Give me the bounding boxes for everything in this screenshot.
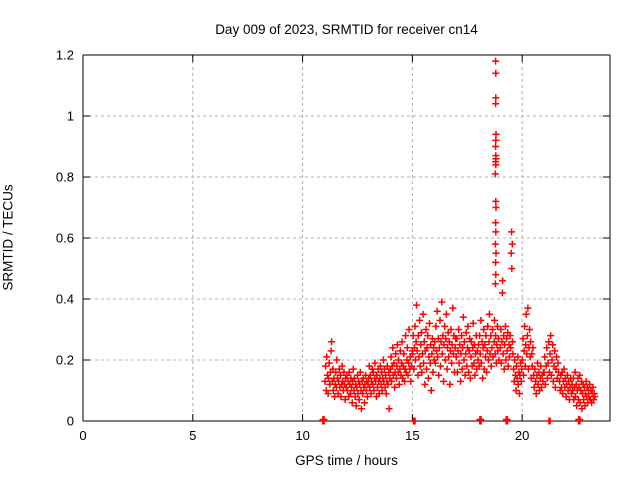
x-tick-label: 15 <box>405 428 419 443</box>
x-tick-label: 5 <box>189 428 196 443</box>
y-tick-label: 1.2 <box>56 48 74 63</box>
y-tick-label: 0.8 <box>56 170 74 185</box>
chart-title: Day 009 of 2023, SRMTID for receiver cn1… <box>215 22 478 37</box>
y-tick-label: 1 <box>67 109 74 124</box>
y-tick-label: 0.2 <box>56 353 74 368</box>
y-tick-label: 0 <box>67 414 74 429</box>
x-tick-label: 0 <box>79 428 86 443</box>
x-axis-label: GPS time / hours <box>295 453 398 468</box>
scatter-points <box>319 57 599 425</box>
y-tick-label: 0.4 <box>56 292 74 307</box>
x-tick-label: 20 <box>515 428 529 443</box>
y-tick-label: 0.6 <box>56 231 74 246</box>
x-tick-label: 10 <box>295 428 309 443</box>
